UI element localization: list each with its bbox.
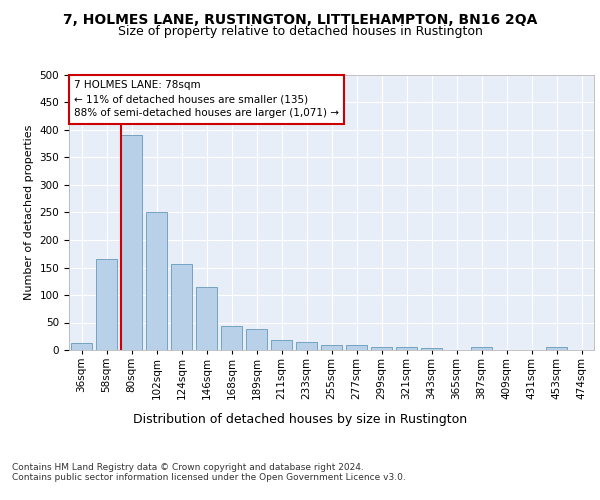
Bar: [121, 136, 142, 350]
Bar: [246, 328, 267, 350]
Bar: [146, 212, 167, 350]
Text: 7, HOLMES LANE, RUSTINGTON, LITTLEHAMPTON, BN16 2QA: 7, HOLMES LANE, RUSTINGTON, LITTLEHAMPTO…: [63, 12, 537, 26]
Bar: [71, 343, 92, 350]
Bar: [271, 340, 292, 350]
Text: Size of property relative to detached houses in Rustington: Size of property relative to detached ho…: [118, 25, 482, 38]
Bar: [396, 347, 417, 350]
Text: Contains HM Land Registry data © Crown copyright and database right 2024.
Contai: Contains HM Land Registry data © Crown c…: [12, 462, 406, 482]
Bar: [221, 326, 242, 350]
Bar: [371, 346, 392, 350]
Y-axis label: Number of detached properties: Number of detached properties: [24, 125, 34, 300]
Bar: [171, 264, 192, 350]
Bar: [321, 344, 342, 350]
Bar: [421, 348, 442, 350]
Text: 7 HOLMES LANE: 78sqm
← 11% of detached houses are smaller (135)
88% of semi-deta: 7 HOLMES LANE: 78sqm ← 11% of detached h…: [74, 80, 339, 118]
Bar: [346, 344, 367, 350]
Text: Distribution of detached houses by size in Rustington: Distribution of detached houses by size …: [133, 412, 467, 426]
Bar: [96, 259, 117, 350]
Bar: [196, 286, 217, 350]
Bar: [546, 347, 567, 350]
Bar: [296, 342, 317, 350]
Bar: [471, 347, 492, 350]
